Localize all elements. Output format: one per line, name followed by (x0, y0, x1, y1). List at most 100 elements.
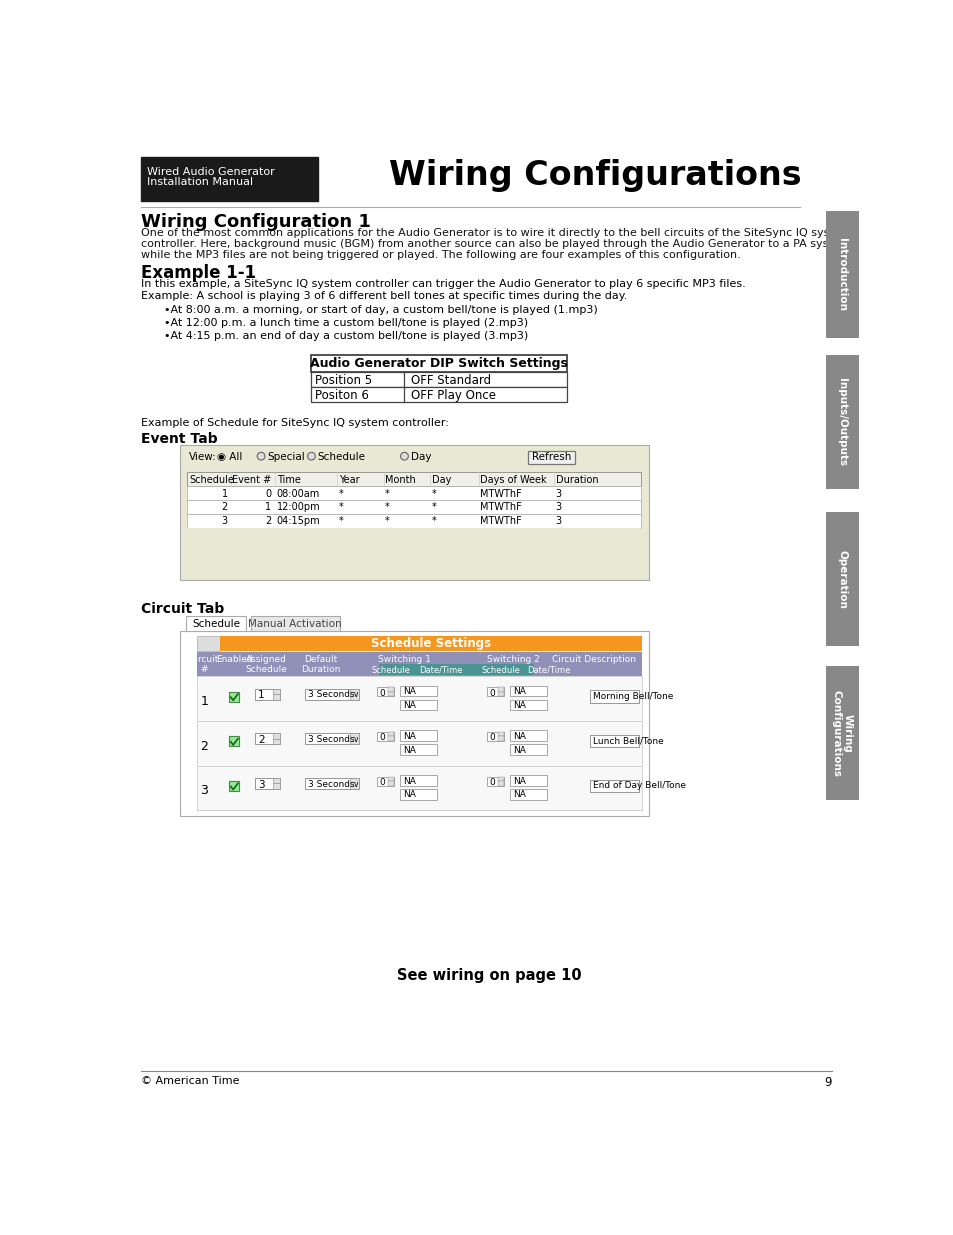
Text: Example: A school is playing 3 of 6 different bell tones at specific times durin: Example: A school is playing 3 of 6 diff… (141, 290, 627, 300)
Bar (388, 777, 394, 782)
Text: NA: NA (402, 790, 416, 799)
Text: NA: NA (513, 777, 525, 785)
Bar (589, 690, 638, 703)
Text: Schedule Settings: Schedule Settings (371, 637, 491, 650)
Bar (497, 732, 503, 736)
Circle shape (307, 452, 315, 461)
Text: Circuit Description: Circuit Description (551, 655, 635, 664)
Bar (399, 699, 436, 710)
Text: Wiring Configurations: Wiring Configurations (388, 159, 801, 191)
Text: ◉ All: ◉ All (216, 452, 242, 462)
Bar (825, 511, 858, 646)
Bar (376, 687, 394, 697)
Bar (825, 666, 858, 800)
Bar (187, 487, 640, 500)
Bar (179, 446, 648, 580)
Text: Lunch Bell/Tone: Lunch Bell/Tone (592, 736, 663, 746)
Bar (187, 500, 640, 514)
Text: OFF Play Once: OFF Play Once (410, 389, 496, 403)
Text: Operation: Operation (837, 550, 846, 609)
Bar (350, 734, 359, 745)
Text: 2: 2 (221, 503, 228, 513)
Text: Month: Month (385, 474, 416, 484)
Text: *: * (431, 503, 436, 513)
Bar (589, 735, 638, 747)
Text: Inputs/Outputs: Inputs/Outputs (837, 378, 846, 466)
Text: *: * (338, 489, 343, 499)
Bar (311, 354, 567, 372)
Text: 3 Seconds: 3 Seconds (308, 779, 355, 789)
Text: *: * (338, 516, 343, 526)
Text: Special: Special (267, 452, 305, 462)
Text: Duration: Duration (555, 474, 598, 484)
Bar (196, 721, 641, 766)
Text: 2: 2 (200, 740, 208, 752)
Bar (378, 664, 534, 674)
Text: NA: NA (513, 790, 525, 799)
Text: NA: NA (513, 746, 525, 755)
Bar (399, 685, 436, 697)
Bar (388, 692, 394, 697)
Bar (497, 687, 503, 692)
Bar (825, 354, 858, 489)
Bar (509, 745, 546, 755)
Text: Schedule: Schedule (189, 474, 233, 484)
Bar (311, 372, 567, 387)
Bar (350, 778, 359, 789)
Text: Example of Schedule for SiteSync IQ system controller:: Example of Schedule for SiteSync IQ syst… (141, 417, 448, 427)
Bar (220, 636, 641, 651)
Text: v: v (353, 779, 357, 789)
Text: *: * (338, 503, 343, 513)
Bar (254, 689, 279, 699)
Bar (305, 778, 359, 789)
Bar (274, 734, 279, 739)
Bar (274, 783, 279, 789)
Text: © American Time: © American Time (141, 1076, 239, 1086)
Text: Audio Generator DIP Switch Settings: Audio Generator DIP Switch Settings (310, 357, 568, 369)
Bar (196, 766, 641, 810)
Text: 0: 0 (265, 489, 271, 499)
Bar (509, 730, 546, 741)
Text: Schedule: Schedule (317, 452, 365, 462)
Text: 0: 0 (489, 778, 495, 787)
Bar (388, 732, 394, 736)
Text: NA: NA (402, 732, 416, 741)
Text: 2: 2 (257, 735, 264, 745)
Text: Day: Day (431, 474, 451, 484)
Text: MTWThF: MTWThF (480, 516, 521, 526)
Bar (486, 732, 503, 741)
Bar (196, 636, 220, 651)
Bar (497, 782, 503, 785)
Bar (399, 730, 436, 741)
Text: Position 5: Position 5 (315, 374, 372, 387)
Text: *: * (431, 516, 436, 526)
Bar (274, 689, 279, 694)
Text: OFF Standard: OFF Standard (410, 374, 490, 387)
Bar (274, 778, 279, 783)
Text: MTWThF: MTWThF (480, 503, 521, 513)
Text: 0: 0 (379, 734, 385, 742)
Text: Introduction: Introduction (837, 238, 846, 311)
Bar (509, 685, 546, 697)
Text: Refresh: Refresh (532, 452, 571, 462)
Text: NA: NA (402, 746, 416, 755)
Text: 3: 3 (257, 779, 264, 789)
Text: 04:15pm: 04:15pm (276, 516, 320, 526)
Text: 1: 1 (221, 489, 228, 499)
Text: 3: 3 (555, 503, 561, 513)
Text: Day: Day (410, 452, 431, 462)
Bar (187, 527, 640, 579)
Bar (497, 777, 503, 782)
Bar (497, 736, 503, 741)
Bar (251, 615, 340, 631)
Text: 0: 0 (379, 778, 385, 787)
Text: Schedule: Schedule (371, 666, 410, 674)
Text: NA: NA (402, 701, 416, 710)
Text: •At 8:00 a.m. a morning, or start of day, a custom bell/tone is played (1.mp3): •At 8:00 a.m. a morning, or start of day… (164, 305, 598, 315)
Text: *: * (385, 503, 390, 513)
Bar (825, 211, 858, 338)
Text: Assigned
Schedule: Assigned Schedule (245, 655, 287, 674)
Text: controller. Here, background music (BGM) from another source can also be played : controller. Here, background music (BGM)… (141, 240, 849, 249)
Text: Event #: Event # (233, 474, 272, 484)
Text: 3: 3 (555, 489, 561, 499)
